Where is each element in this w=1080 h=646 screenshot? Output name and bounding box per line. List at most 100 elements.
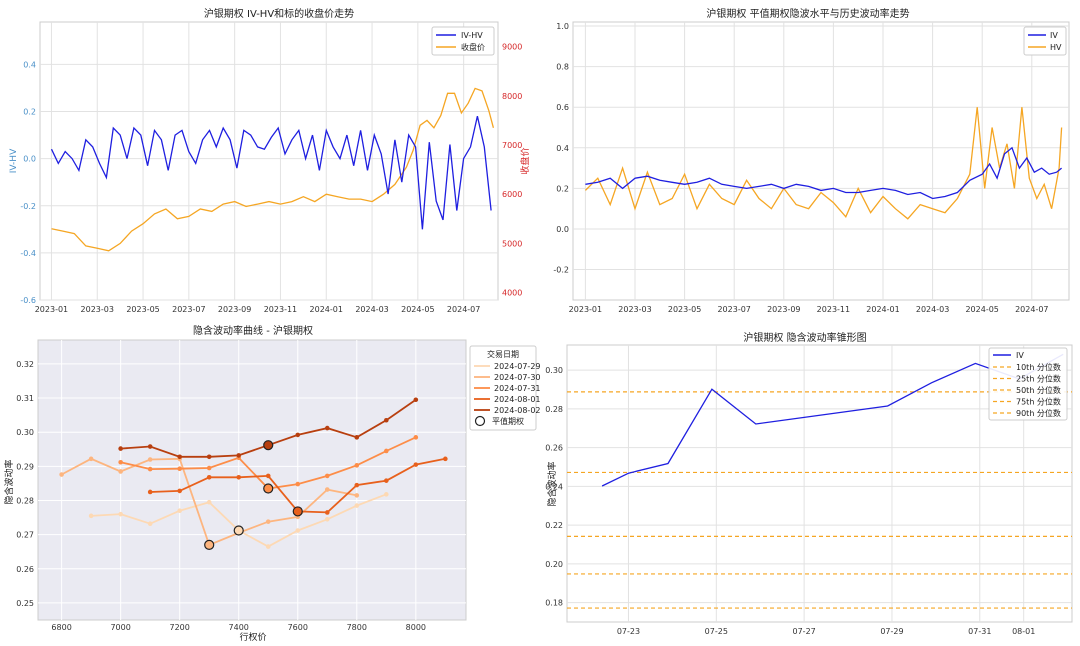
- x-tick-label: 07-25: [705, 627, 728, 636]
- data-point-2024-08-01: [354, 482, 360, 488]
- y2-tick-label: 8000: [502, 92, 522, 101]
- legend-label-percentile: 10th 分位数: [1016, 362, 1061, 372]
- x-axis-label: 行权价: [239, 631, 266, 643]
- data-point-2024-08-02: [384, 417, 389, 423]
- y-tick-label: -0.2: [20, 202, 36, 211]
- x-tick-label: 08-01: [1012, 627, 1035, 636]
- y-tick-label: -0.4: [20, 249, 36, 258]
- x-tick-label: 2024-01: [866, 305, 899, 314]
- data-point-2024-07-29: [354, 503, 360, 508]
- legend: IV HV: [1023, 26, 1067, 56]
- atm-point-2024-07-29: [233, 525, 244, 536]
- x-tick-label: 2023-11: [264, 305, 297, 314]
- y2-tick-label: 9000: [502, 43, 522, 52]
- x-tick-label: 07-27: [793, 627, 816, 636]
- data-point-2024-08-02: [295, 432, 301, 438]
- y-tick-label: 0.30: [545, 366, 563, 375]
- y-tick-label: 0.4: [23, 60, 36, 69]
- x-tick-label: 2024-07: [447, 305, 480, 314]
- y2-tick-label: 4000: [502, 289, 522, 298]
- plot-frame: [566, 344, 1073, 623]
- legend-label-2024-08-02: 2024-08-02: [494, 406, 541, 415]
- legend-label-2024-07-31: 2024-07-31: [494, 384, 541, 393]
- data-point-2024-07-31: [118, 459, 123, 465]
- legend-swatch-atm: [474, 415, 486, 427]
- data-point-2024-08-01: [324, 510, 330, 515]
- legend-label-percentile: 90th 分位数: [1016, 408, 1061, 418]
- y-tick-label: 0.24: [545, 482, 563, 491]
- atm-point-2024-08-02: [263, 440, 274, 451]
- y-tick-label: 0.20: [545, 560, 563, 569]
- y2-tick-label: 7000: [502, 141, 522, 150]
- data-point-2024-08-02: [354, 435, 360, 440]
- chart-title: 沪银期权 平值期权隐波水平与历史波动率走势: [706, 7, 909, 20]
- data-point-2024-07-30: [324, 487, 330, 492]
- x-tick-label: 2023-03: [81, 305, 114, 314]
- x-tick-label: 7000: [110, 623, 130, 632]
- data-point-2024-07-31: [295, 481, 301, 487]
- legend-label-percentile: 25th 分位数: [1016, 374, 1061, 384]
- x-tick-label: 2023-09: [218, 305, 251, 314]
- data-point-2024-08-02: [236, 453, 242, 458]
- y-tick-label: 0.18: [545, 599, 563, 608]
- x-tick-label: 2023-03: [618, 305, 651, 314]
- data-point-2024-07-29: [324, 516, 330, 522]
- chart-atm-iv-hv: 沪银期权 平值期权隐波水平与历史波动率走势 2023-01 2023-03 2023…: [553, 7, 1070, 314]
- atm-point-2024-08-01: [292, 506, 303, 517]
- atm-point-2024-07-31: [263, 483, 274, 494]
- data-point-2024-07-31: [384, 448, 389, 454]
- data-point-2024-08-01: [206, 474, 212, 480]
- data-point-2024-07-30: [354, 493, 360, 498]
- data-point-2024-08-01: [177, 488, 182, 494]
- x-tick-label: 2024-05: [965, 305, 998, 314]
- x-tick-label: 2023-09: [767, 305, 800, 314]
- x-tick-label: 2024-07: [1015, 305, 1048, 314]
- data-point-2024-07-29: [295, 528, 301, 533]
- chart-title: 沪银期权 隐含波动率锥形图: [743, 331, 866, 344]
- legend-title: 交易日期: [487, 349, 519, 359]
- legend-label-hv: HV: [1050, 43, 1062, 52]
- y-tick-label: 0.26: [16, 565, 34, 574]
- x-tick-label: 2023-01: [569, 305, 602, 314]
- y-tick-label: 1.0: [556, 22, 569, 31]
- x-tick-label: 7600: [288, 623, 308, 632]
- x-tick-label: 07-29: [880, 627, 903, 636]
- data-point-2024-07-31: [413, 435, 419, 440]
- y-axis-label: 隐含波动率: [546, 461, 558, 506]
- x-tick-label: 2024-01: [310, 305, 343, 314]
- x-tick-label: 2024-05: [401, 305, 434, 314]
- data-point-2024-08-01: [413, 462, 419, 467]
- data-point-2024-08-02: [206, 454, 212, 460]
- x-tick-label: 2024-03: [355, 305, 388, 314]
- y-tick-label: 0.29: [16, 462, 34, 471]
- y-axis-label: IV-HV: [9, 148, 19, 173]
- data-point-2024-08-02: [324, 425, 330, 431]
- y-tick-label: 0.6: [556, 103, 569, 112]
- x-tick-label: 7200: [170, 623, 190, 632]
- y-axis-label: 隐含波动率: [3, 459, 15, 504]
- data-point-2024-07-29: [118, 511, 123, 517]
- x-tick-label: 7800: [347, 623, 367, 632]
- x-tick-label: 6800: [51, 623, 71, 632]
- x-tick-label: 2024-03: [916, 305, 949, 314]
- data-point-2024-08-01: [236, 474, 242, 480]
- data-point-2024-07-30: [147, 457, 153, 462]
- legend-label-2024-07-29: 2024-07-29: [494, 362, 541, 371]
- x-tick-label: 2023-11: [817, 305, 850, 314]
- data-point-2024-07-30: [118, 469, 123, 474]
- y2-tick-label: 5000: [502, 239, 522, 248]
- y-tick-label: -0.2: [553, 266, 569, 275]
- data-point-2024-07-29: [265, 544, 271, 549]
- legend-label-percentile: 75th 分位数: [1016, 397, 1061, 407]
- x-tick-label: 07-31: [968, 627, 991, 636]
- chart-iv-smile: 隐含波动率曲线 - 沪银期权 6800 7000 7200 7400 7600 7800 8…: [3, 324, 541, 643]
- x-tick-label: 07-23: [617, 627, 640, 636]
- series-line-close: [51, 87, 495, 252]
- data-point-2024-07-29: [384, 492, 389, 497]
- data-point-2024-08-01: [384, 478, 389, 483]
- legend-label-2024-08-01: 2024-08-01: [494, 395, 541, 404]
- legend-label-percentile: 50th 分位数: [1016, 385, 1061, 395]
- y-tick-label: 0.0: [23, 155, 36, 164]
